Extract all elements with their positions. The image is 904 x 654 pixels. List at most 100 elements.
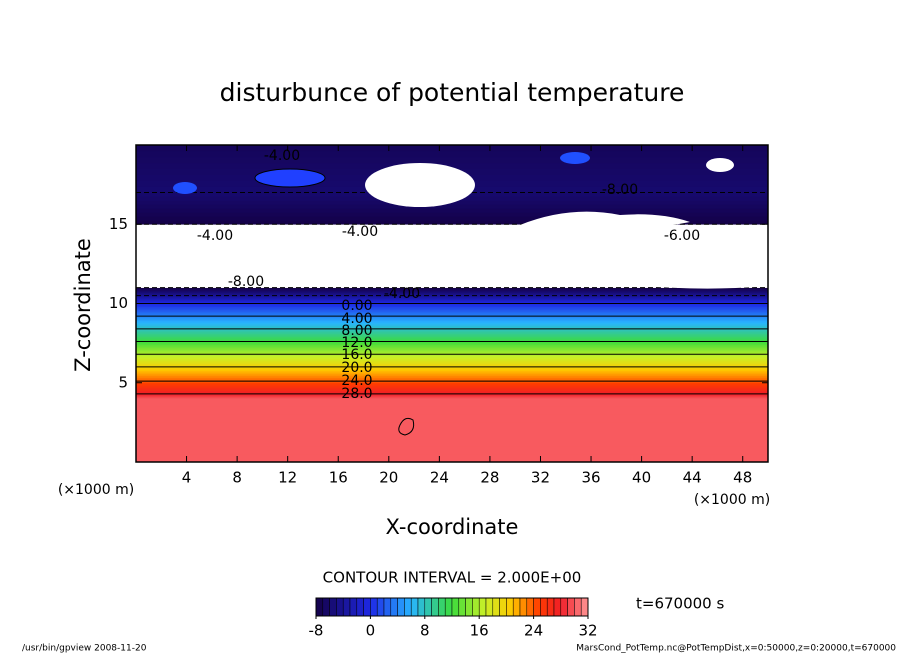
field-strip	[136, 300, 768, 302]
contour-labels: -4.00 -8.00 -4.00 -4.00 -6.00 -8.00 -4.00 0.004…	[197, 148, 700, 402]
colorbar-cell	[417, 597, 426, 617]
field-strip	[136, 375, 768, 378]
x-unit-right: (×1000 m)	[694, 492, 770, 508]
colorbar-cell	[336, 597, 344, 617]
field-strip	[136, 368, 768, 371]
field-strip	[136, 382, 768, 385]
field-strip	[136, 353, 768, 357]
x-tick-label: 40	[632, 469, 651, 487]
field-strip	[136, 311, 768, 314]
colorbar-tick-label: 24	[524, 622, 543, 640]
colorbar-cell	[329, 597, 337, 617]
field-strip	[136, 371, 768, 375]
field-strip	[136, 289, 768, 291]
field-strip	[136, 391, 768, 395]
field-strip	[136, 379, 768, 382]
field-strip	[136, 325, 768, 328]
field-strip	[136, 312, 768, 315]
field-strip	[136, 227, 768, 233]
field-strip	[136, 319, 768, 322]
field-strip	[136, 377, 768, 380]
colorbar-cell	[506, 597, 514, 617]
x-tick-label: 28	[480, 469, 499, 487]
field-strip	[136, 334, 768, 338]
field-strip	[136, 437, 768, 447]
contour-label: -4.00	[264, 148, 300, 164]
field-strip	[136, 323, 768, 326]
contour-label: 0.00	[341, 298, 372, 314]
field-strip	[136, 326, 768, 330]
colorbar-cell	[567, 597, 575, 617]
colorbar-tick-label: 16	[470, 622, 489, 640]
field-strip	[136, 301, 768, 303]
field-strip	[136, 322, 768, 325]
field-strip	[136, 328, 768, 331]
contour-label: 24.0	[341, 373, 372, 389]
field-strip	[136, 231, 768, 237]
field-strip	[136, 303, 768, 306]
colorbar-cell	[526, 597, 534, 617]
field-strip	[136, 336, 768, 339]
field-strip	[136, 314, 768, 317]
field-strip	[136, 235, 768, 241]
colorbar-cell	[383, 597, 392, 617]
contour-label: 28.0	[341, 386, 372, 402]
colorbar-cell	[546, 597, 555, 617]
colorbar-cell	[410, 597, 419, 617]
field-strip	[136, 219, 768, 225]
field-strip	[136, 296, 768, 298]
contour-label: -4.00	[342, 224, 378, 240]
field-strip	[136, 453, 768, 462]
colorbar-cell	[512, 597, 521, 617]
field-strip	[136, 422, 768, 431]
contour-label: -8.00	[228, 274, 264, 290]
colorbar-cell	[560, 597, 568, 617]
field-strip	[136, 358, 768, 361]
colorbar-cell	[478, 597, 487, 617]
colorbar-cell	[342, 597, 351, 617]
field-strip	[136, 156, 768, 164]
colorbar-cell	[438, 597, 446, 617]
x-tick-label: 44	[683, 469, 702, 487]
x-tick-label: 24	[430, 469, 449, 487]
colorbar-cell	[376, 597, 385, 617]
y-tick-label: 5	[118, 373, 128, 391]
x-tick-label: 8	[232, 469, 242, 487]
colorbar-tick-label: 32	[578, 622, 597, 640]
colorbar-cell	[370, 597, 378, 617]
colorbar-cell	[451, 597, 460, 617]
field-strip	[136, 387, 768, 390]
field-strip	[136, 341, 768, 344]
colorbar-tick-label: -8	[309, 622, 324, 640]
colorbar-tick-label: 8	[420, 622, 430, 640]
chart-title: disturbunce of potential temperature	[220, 78, 685, 107]
field-strip	[136, 304, 768, 307]
footer-right: MarsCond_PotTemp.nc@PotTempDist,x=0:5000…	[576, 644, 896, 654]
field-strip	[136, 299, 768, 301]
field-strip	[136, 380, 768, 384]
colorbar-frame	[315, 597, 589, 617]
y-axis-label: Z-coordinate	[71, 238, 95, 372]
field-strip	[136, 317, 768, 320]
field-strip	[136, 370, 768, 373]
field-strip	[136, 145, 768, 152]
x-tick-label: 12	[278, 469, 297, 487]
field-strip	[136, 445, 768, 455]
colorbar-cell	[424, 597, 432, 617]
field-strip	[136, 279, 768, 284]
field-strip	[136, 283, 768, 288]
colorbar-cell	[472, 597, 480, 617]
contour-label: -4.00	[197, 228, 233, 244]
field-strip	[136, 361, 768, 365]
colorbar-cell	[349, 597, 358, 617]
x-tick-label: 32	[531, 469, 550, 487]
field-strip	[136, 150, 768, 158]
contour-interval: CONTOUR INTERVAL = 2.000E+00	[323, 569, 582, 587]
colorbar-cell	[390, 597, 398, 617]
field-strip	[136, 347, 768, 350]
field-strip	[136, 398, 768, 407]
field-strip	[136, 342, 768, 346]
field-strip	[136, 297, 768, 299]
field-strip	[136, 360, 768, 363]
